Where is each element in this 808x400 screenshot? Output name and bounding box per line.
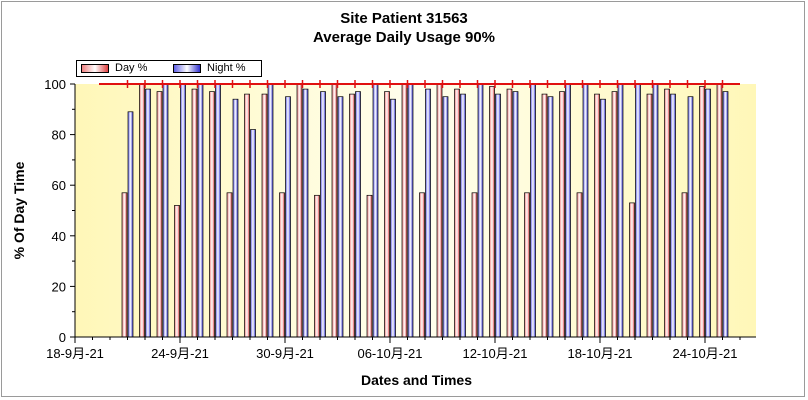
y-tick-label: 100 xyxy=(44,77,66,92)
bar-night xyxy=(600,98,606,338)
bar-night xyxy=(512,91,519,338)
chart-title: Site Patient 31563 xyxy=(340,10,468,27)
plot-area xyxy=(75,84,756,337)
legend-swatch-night xyxy=(173,63,201,73)
x-axis-title: Dates and Times xyxy=(361,372,472,388)
bar-night xyxy=(197,83,204,338)
bar-day xyxy=(349,93,355,338)
x-tick-label: 24-10月-21 xyxy=(672,346,737,361)
bar-day xyxy=(314,194,320,338)
bar-night xyxy=(460,93,466,338)
x-tick-label: 30-9月-21 xyxy=(256,346,314,361)
bar-day xyxy=(699,86,705,338)
legend-swatch-day xyxy=(81,63,109,73)
bar-night xyxy=(705,88,711,338)
bar-day xyxy=(559,91,565,338)
bar-night xyxy=(162,83,169,338)
bar-night xyxy=(425,88,431,338)
bar-night xyxy=(250,129,256,338)
bar-night xyxy=(145,88,151,338)
bar-night xyxy=(232,98,239,338)
bar-night xyxy=(547,96,554,338)
bar-day xyxy=(121,192,128,338)
bar-night xyxy=(722,91,729,338)
bar-day xyxy=(541,93,548,338)
bar-day xyxy=(664,88,670,338)
bar-day xyxy=(244,93,250,338)
bar-night xyxy=(635,83,641,338)
bar-day xyxy=(226,192,233,338)
y-axis-title: % Of Day Time xyxy=(11,161,27,259)
bar-night xyxy=(582,83,589,338)
bar-day xyxy=(384,91,390,338)
bar-night xyxy=(302,88,309,338)
bar-night xyxy=(530,83,536,338)
bar-day xyxy=(209,91,215,338)
x-tick-label: 06-10月-21 xyxy=(357,346,422,361)
x-tick-label: 12-10月-21 xyxy=(462,346,527,361)
legend-label-day: Day % xyxy=(115,62,148,74)
y-tick-label: 0 xyxy=(59,330,66,345)
bar-night xyxy=(495,93,501,338)
bar-night xyxy=(285,96,291,338)
bar-day xyxy=(331,83,338,338)
legend-entry-night: Night % xyxy=(173,62,246,74)
y-tick-label: 40 xyxy=(52,229,66,244)
bar-day xyxy=(139,83,145,338)
bar-day xyxy=(419,192,425,338)
bar-night xyxy=(355,91,361,338)
bar-night xyxy=(337,96,344,338)
bar-day xyxy=(174,205,180,338)
legend-entry-day: Day % xyxy=(81,62,147,74)
bar-day xyxy=(576,192,583,338)
bar-night xyxy=(180,83,186,338)
bar-day xyxy=(716,83,723,338)
bar-night xyxy=(215,83,221,338)
chart-legend: Day % Night % xyxy=(76,60,262,77)
bar-night xyxy=(670,93,676,338)
bar-night xyxy=(267,83,274,338)
chart-subtitle: Average Daily Usage 90% xyxy=(312,29,496,46)
bar-night xyxy=(127,111,134,338)
bar-night xyxy=(390,98,396,338)
bar-day xyxy=(401,83,408,338)
y-tick-label: 80 xyxy=(52,128,66,143)
bar-day xyxy=(436,83,443,338)
bar-day xyxy=(681,192,688,338)
bar-day xyxy=(611,91,618,338)
bar-day xyxy=(646,93,653,338)
bar-night xyxy=(687,96,694,338)
y-tick-label: 60 xyxy=(52,178,66,193)
bar-day xyxy=(594,93,600,338)
bar-day xyxy=(629,202,635,338)
bar-day xyxy=(489,86,495,338)
y-tick-label: 20 xyxy=(52,279,66,294)
bar-day xyxy=(366,194,373,338)
bar-night xyxy=(442,96,449,338)
bar-day xyxy=(156,91,163,338)
bar-night xyxy=(617,83,624,338)
bar-night xyxy=(372,83,379,338)
bar-day xyxy=(471,192,478,338)
bar-day xyxy=(506,88,513,338)
legend-label-night: Night % xyxy=(207,62,246,74)
bar-day xyxy=(454,88,460,338)
bar-day xyxy=(296,83,303,338)
x-tick-label: 24-9月-21 xyxy=(151,346,209,361)
bar-day xyxy=(524,192,530,338)
x-tick-label: 18-10月-21 xyxy=(567,346,632,361)
bar-night xyxy=(565,83,571,338)
bar-day xyxy=(261,93,268,338)
bar-night xyxy=(407,83,414,338)
bar-night xyxy=(320,91,326,338)
bar-day xyxy=(279,192,285,338)
x-tick-label: 18-9月-21 xyxy=(46,346,104,361)
bar-night xyxy=(652,83,659,338)
bar-night xyxy=(477,83,484,338)
bar-day xyxy=(191,88,198,338)
